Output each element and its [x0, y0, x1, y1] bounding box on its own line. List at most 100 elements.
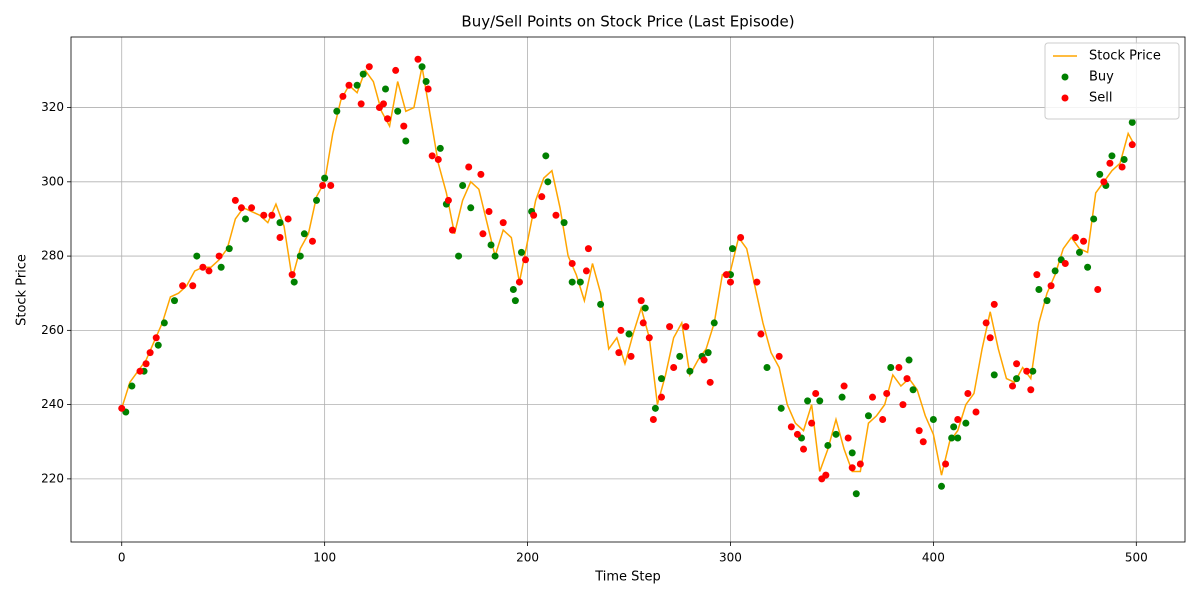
buy-point	[848, 449, 856, 457]
sell-point	[392, 66, 400, 74]
sell-point	[365, 63, 373, 71]
buy-point	[816, 397, 824, 405]
buy-point	[193, 252, 201, 260]
sell-point	[499, 219, 507, 227]
buy-point	[394, 107, 402, 115]
sell-point	[276, 234, 284, 242]
sell-point	[384, 115, 392, 123]
buy-point	[290, 278, 298, 286]
sell-point	[327, 182, 335, 190]
sell-point	[118, 404, 126, 412]
sell-point	[428, 152, 436, 160]
buy-point	[909, 386, 917, 394]
buy-point	[154, 341, 162, 349]
buy-point	[1090, 215, 1098, 223]
sell-point	[345, 81, 353, 89]
buy-point	[313, 196, 321, 204]
buy-point	[597, 300, 605, 308]
sell-point	[879, 415, 887, 423]
y-tick-label: 260	[41, 323, 64, 337]
buy-point	[459, 182, 467, 190]
sell-point	[726, 278, 734, 286]
buy-point	[641, 304, 649, 312]
sell-point	[942, 460, 950, 468]
sell-point	[1106, 159, 1114, 167]
sell-point	[793, 430, 801, 438]
sell-point	[899, 401, 907, 409]
sell-point	[666, 323, 674, 331]
buy-point	[777, 404, 785, 412]
sell-point	[530, 211, 538, 219]
buy-point	[763, 363, 771, 371]
sell-point	[485, 208, 493, 216]
sell-point	[1071, 234, 1079, 242]
buy-point	[824, 441, 832, 449]
sell-point	[552, 211, 560, 219]
buy-point	[321, 174, 329, 182]
sell-point	[136, 367, 144, 375]
sell-point	[706, 378, 714, 386]
buy-point	[990, 371, 998, 379]
sell-point	[152, 334, 160, 342]
sell-point	[477, 170, 485, 178]
sell-point	[339, 92, 347, 100]
x-axis-label: Time Step	[594, 570, 661, 585]
sell-point	[1100, 178, 1108, 186]
sell-point	[757, 330, 765, 338]
buy-point	[704, 349, 712, 357]
sell-point	[615, 349, 623, 357]
buy-point	[954, 434, 962, 442]
buy-point	[729, 245, 737, 253]
grid-layer	[71, 37, 1185, 542]
sell-point	[775, 352, 783, 360]
buy-point	[1051, 267, 1059, 275]
buy-point	[804, 397, 812, 405]
sell-point	[812, 389, 820, 397]
buy-point	[938, 482, 946, 490]
sell-point	[800, 445, 808, 453]
x-tick-label: 500	[1125, 551, 1148, 565]
buy-point	[1035, 286, 1043, 293]
buy-point	[491, 252, 499, 260]
sell-point	[915, 427, 923, 435]
sell-point	[444, 196, 452, 204]
sell-point	[639, 319, 647, 327]
sell-point	[248, 204, 256, 212]
legend-label: Sell	[1089, 91, 1112, 106]
sell-point	[268, 211, 276, 219]
buy-point	[962, 419, 970, 427]
legend-swatch	[1061, 94, 1069, 102]
sell-point	[434, 156, 442, 164]
sell-point	[424, 85, 432, 93]
buy-point	[422, 78, 430, 86]
sell-point	[288, 271, 296, 279]
buy-point	[276, 219, 284, 227]
sell-point	[1080, 237, 1088, 245]
x-tick-label: 100	[313, 551, 336, 565]
buy-point	[676, 352, 684, 360]
buy-point	[864, 412, 872, 420]
buy-point	[170, 297, 178, 305]
sell-point	[903, 375, 911, 383]
buy-point	[651, 404, 659, 412]
buy-point	[160, 319, 168, 327]
sell-point	[465, 163, 473, 171]
sell-point	[1009, 382, 1017, 390]
sell-point	[840, 382, 848, 390]
sell-point	[954, 415, 962, 423]
sell-point	[722, 271, 730, 279]
x-tick-label: 0	[118, 551, 126, 565]
sell-point	[568, 260, 576, 268]
sell-point	[379, 100, 387, 108]
sell-point	[199, 263, 207, 271]
sell-point	[1027, 386, 1035, 394]
y-tick-label: 240	[41, 397, 64, 411]
sell-point	[237, 204, 245, 212]
buy-point	[455, 252, 463, 260]
sell-point	[637, 297, 645, 305]
buy-point	[568, 278, 576, 286]
sell-point	[627, 352, 635, 360]
price-line	[121, 66, 1135, 476]
legend: Stock Price Buy Sell	[1044, 42, 1180, 120]
buy-point	[1120, 156, 1128, 164]
